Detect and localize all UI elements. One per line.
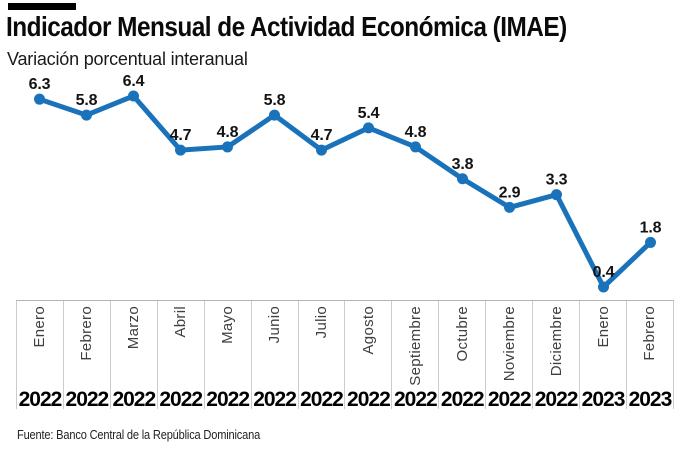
data-label: 4.8 [405, 124, 427, 141]
data-point-marker [551, 189, 562, 201]
x-axis-year-label: 2022 [487, 388, 532, 411]
data-point-marker [269, 109, 280, 121]
x-axis-column: Enero 2023 [579, 301, 626, 411]
chart-subtitle: Variación porcentual interanual [7, 49, 248, 69]
x-axis-column: Marzo 2022 [109, 301, 157, 411]
x-axis-year-label: 2022 [65, 388, 110, 411]
data-point-marker [363, 122, 374, 134]
x-axis-column: Noviembre 2022 [485, 301, 532, 411]
x-axis-year-label: 2022 [440, 388, 485, 411]
data-point-marker [81, 109, 92, 121]
data-point-marker [316, 144, 327, 156]
x-axis-column: Mayo 2022 [203, 301, 251, 411]
kicker-bar [8, 3, 76, 10]
x-axis-month-label: Enero [31, 306, 49, 348]
x-axis-year-label: 2022 [253, 388, 297, 411]
data-label: 3.3 [546, 172, 568, 189]
x-axis-year-label: 2022 [206, 388, 250, 411]
x-axis-year-label: 2022 [393, 388, 438, 411]
x-axis-month-label: Octubre [453, 306, 471, 362]
data-label: 6.3 [29, 76, 51, 93]
x-axis-month-label: Diciembre [547, 306, 565, 377]
data-label: 2.9 [499, 184, 521, 201]
data-point-marker [222, 141, 233, 153]
x-axis-month-label: Noviembre [500, 306, 518, 382]
data-label: 1.8 [640, 219, 662, 236]
x-axis-year-label: 2022 [534, 388, 579, 411]
data-label: 4.7 [170, 127, 192, 144]
x-axis-year-label: 2022 [112, 388, 156, 411]
x-axis-month-label: Agosto [359, 306, 377, 355]
data-point-marker [645, 236, 656, 248]
x-axis-year-label: 2022 [18, 388, 63, 411]
x-axis-year-label: 2022 [347, 388, 391, 411]
x-axis-month-label: Mayo [219, 306, 237, 344]
x-axis-year-label: 2023 [581, 388, 626, 411]
data-point-marker [410, 141, 421, 153]
x-axis-month-label: Marzo [125, 306, 143, 350]
data-point-marker [457, 173, 468, 185]
data-point-marker [175, 144, 186, 156]
x-axis-month-label: Enero [594, 306, 612, 348]
data-point-marker [504, 201, 515, 213]
x-axis-month-label: Junio [266, 306, 284, 344]
x-axis-column: Abril 2022 [156, 301, 204, 411]
x-axis-column: Febrero 2022 [62, 301, 110, 411]
data-label: 6.4 [123, 73, 145, 90]
chart-title: Indicador Mensual de Actividad Económica… [6, 11, 567, 42]
source-note: Fuente: Banco Central de la República Do… [17, 427, 261, 442]
x-axis-column: Junio 2022 [250, 301, 298, 411]
data-point-marker [128, 90, 139, 102]
x-axis-month-label: Febrero [78, 306, 96, 361]
x-axis-month-label: Abril [172, 306, 190, 338]
data-point-marker [598, 281, 609, 293]
x-axis-month-label: Febrero [641, 306, 659, 361]
trend-line [37, 93, 653, 290]
x-axis-column: Julio 2022 [297, 301, 345, 411]
data-label: 4.7 [311, 127, 333, 144]
x-axis-column: Enero 2022 [16, 301, 63, 411]
data-label: 5.8 [264, 92, 286, 109]
data-label: 0.4 [593, 264, 615, 281]
x-axis-column: Septiembre 2022 [391, 301, 438, 411]
x-axis-year-label: 2022 [159, 388, 203, 411]
x-axis-column: Agosto 2022 [344, 301, 391, 411]
x-axis-month-label: Septiembre [406, 306, 424, 386]
x-axis-month-label: Julio [312, 306, 330, 339]
data-label: 3.8 [452, 156, 474, 173]
x-axis-column: Febrero 2023 [625, 301, 674, 411]
data-label: 5.4 [358, 105, 380, 122]
x-axis-column: Diciembre 2022 [532, 301, 579, 411]
x-axis-table: Enero 2022 Febrero 2022 Marzo 2022 Abril 2022 Ma… [16, 300, 674, 411]
x-axis-year-label: 2023 [628, 388, 673, 411]
x-axis-column: Octubre 2022 [438, 301, 485, 411]
x-axis-year-label: 2022 [300, 388, 344, 411]
data-label: 4.8 [217, 124, 239, 141]
data-point-marker [34, 93, 45, 105]
data-label: 5.8 [76, 92, 98, 109]
